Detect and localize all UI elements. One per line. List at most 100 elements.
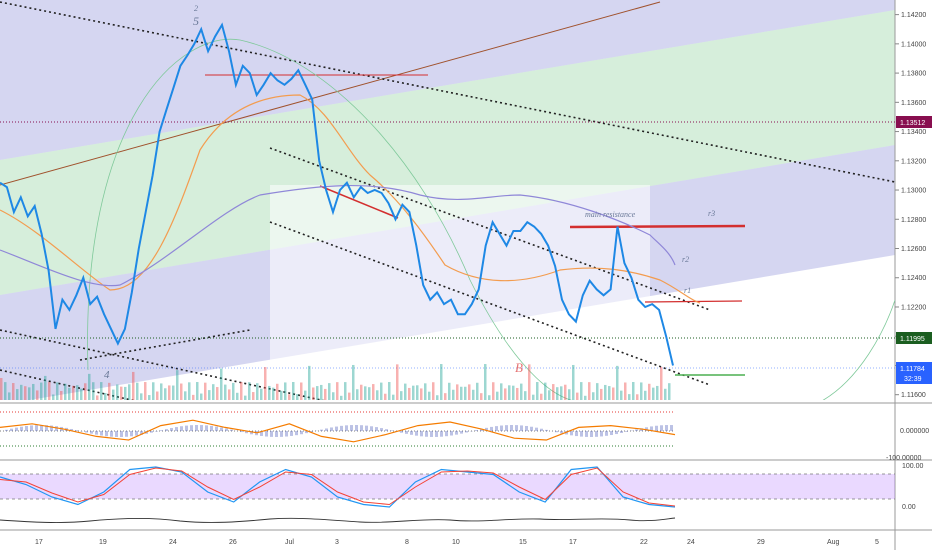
purple-ma-line bbox=[0, 184, 676, 287]
volume-bars bbox=[0, 364, 671, 400]
volume-bar bbox=[416, 385, 419, 400]
osc-hist-bar bbox=[420, 431, 423, 437]
osc-hist-bar bbox=[35, 425, 38, 431]
osc-hist-bar bbox=[450, 431, 453, 436]
pitchfork-fills bbox=[0, 0, 895, 400]
green-circle-arc bbox=[87, 38, 573, 400]
green-arc-right bbox=[822, 299, 895, 400]
osc-hist-bar bbox=[260, 431, 263, 436]
volume-bar bbox=[588, 382, 591, 400]
osc-hist-bar bbox=[645, 427, 648, 431]
price-tag-current-text: 1.11784 bbox=[900, 366, 925, 373]
volume-bar bbox=[136, 382, 139, 400]
volume-bar bbox=[516, 387, 519, 400]
osc-hist-bar bbox=[525, 425, 528, 431]
volume-bar bbox=[472, 389, 475, 400]
volume-bar bbox=[96, 395, 99, 400]
volume-bar bbox=[232, 382, 235, 400]
volume-bar bbox=[64, 383, 67, 400]
y-tick-label: 1.13600 bbox=[901, 100, 926, 107]
oscillator-panel-1: 0.000000 -100.00000 bbox=[0, 411, 929, 462]
volume-bar bbox=[584, 395, 587, 400]
volume-bar bbox=[304, 390, 307, 400]
osc-hist-bar bbox=[440, 431, 443, 437]
volume-bar bbox=[200, 393, 203, 400]
volume-bar bbox=[372, 384, 375, 400]
price-tag-green bbox=[896, 332, 932, 344]
volume-bar bbox=[44, 375, 47, 400]
volume-bar bbox=[592, 392, 595, 400]
osc-hist-bar bbox=[375, 427, 378, 431]
osc-hist-bar bbox=[495, 426, 498, 431]
volume-bar bbox=[0, 378, 3, 400]
y-tick-label: 1.12200 bbox=[901, 304, 926, 311]
x-tick-label: 3 bbox=[335, 539, 339, 546]
x-tick-label: 8 bbox=[405, 539, 409, 546]
volume-bar bbox=[248, 382, 251, 400]
volume-bar bbox=[356, 389, 359, 400]
osc-hist-bar bbox=[200, 425, 203, 431]
momentum-panel bbox=[0, 517, 676, 523]
volume-bar bbox=[68, 387, 71, 400]
y-tick-label: 1.13200 bbox=[901, 158, 926, 165]
volume-bar bbox=[176, 370, 179, 400]
volume-bar bbox=[8, 392, 11, 400]
volume-bar bbox=[596, 383, 599, 400]
osc-hist-bar bbox=[540, 428, 543, 431]
volume-bar bbox=[48, 382, 51, 400]
dotted-channel-bottom bbox=[269, 221, 711, 386]
osc-hist-bar bbox=[430, 431, 433, 437]
wave-label-B: B bbox=[515, 360, 523, 375]
volume-bar bbox=[340, 395, 343, 400]
y-tick-label: 1.12400 bbox=[901, 275, 926, 282]
volume-bar bbox=[344, 382, 347, 400]
osc-hist-bar bbox=[210, 425, 213, 431]
osc-hist-bar bbox=[370, 426, 373, 431]
volume-bar bbox=[152, 382, 155, 400]
price-tag-green-text: 1.11995 bbox=[900, 336, 925, 343]
volume-bar bbox=[448, 382, 451, 400]
osc-hist-bar bbox=[590, 431, 593, 437]
y-tick-label: 1.11600 bbox=[901, 392, 926, 399]
volume-bar bbox=[508, 385, 511, 400]
osc-hist-bar bbox=[300, 431, 303, 435]
volume-bar bbox=[80, 388, 83, 400]
volume-bar bbox=[284, 382, 287, 400]
time-axis[interactable]: 17 19 24 26 Jul 3 8 10 15 17 22 24 29 Aug 5 bbox=[35, 539, 879, 546]
osc-hist-bar bbox=[205, 425, 208, 431]
osc-hist-bar bbox=[275, 431, 278, 437]
volume-bar bbox=[52, 394, 55, 400]
osc-hist-bar bbox=[620, 431, 623, 433]
osc-hist-bar bbox=[220, 427, 223, 431]
osc-hist-bar bbox=[125, 431, 128, 437]
osc-hist-bar bbox=[95, 431, 98, 435]
volume-bar bbox=[660, 367, 663, 400]
osc-hist-bar bbox=[175, 427, 178, 431]
volume-bar bbox=[412, 385, 415, 400]
osc-hist-bar bbox=[650, 426, 653, 431]
r1-line bbox=[644, 300, 743, 303]
stoch-tick-100: 100.00 bbox=[902, 463, 924, 470]
volume-bar bbox=[104, 392, 107, 400]
volume-bar bbox=[196, 382, 199, 400]
osc-hist-bar bbox=[465, 431, 468, 433]
dotted-lower-3 bbox=[79, 329, 251, 361]
stochastic-panel: 100.00 0.00 bbox=[0, 463, 924, 511]
volume-bar bbox=[380, 382, 383, 400]
volume-bar bbox=[572, 364, 575, 400]
osc-hist-bar bbox=[640, 428, 643, 431]
osc-hist-bar bbox=[415, 431, 418, 436]
x-tick-label: 29 bbox=[757, 539, 765, 546]
osc-hist-bar bbox=[580, 431, 583, 437]
wave-label-5: 5 bbox=[193, 14, 199, 28]
volume-bar bbox=[220, 368, 223, 400]
x-tick-label: 24 bbox=[687, 539, 695, 546]
volume-bar bbox=[436, 395, 439, 400]
volume-bar bbox=[308, 365, 311, 400]
y-tick-label: 1.13800 bbox=[901, 71, 926, 78]
green-channel bbox=[0, 10, 895, 295]
dotted-lower-1 bbox=[0, 329, 325, 400]
volume-bar bbox=[140, 393, 143, 400]
osc-hist-bar bbox=[330, 427, 333, 431]
